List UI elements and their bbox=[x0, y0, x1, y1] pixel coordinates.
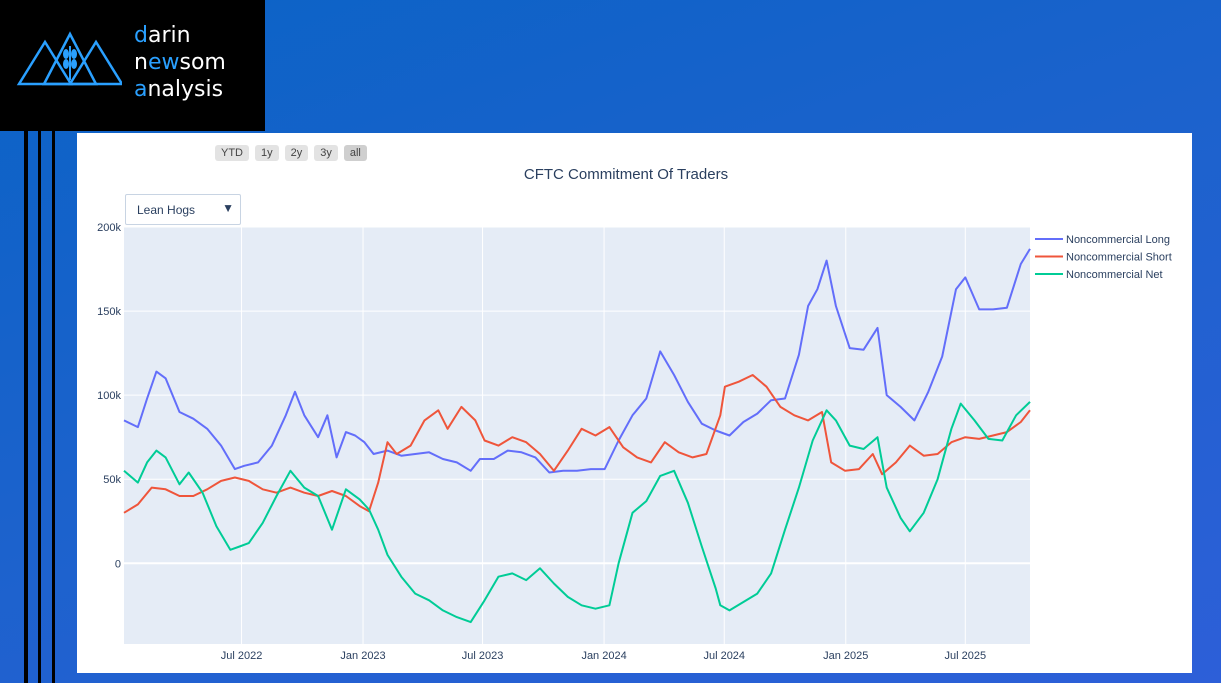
y-tick-label: 150k bbox=[97, 306, 121, 318]
decorative-bar bbox=[52, 131, 55, 683]
axis-ticks: 0 50k 100k 150k 200k Jul 2022 Jan 2023 Jul 2023… bbox=[97, 222, 986, 662]
y-tick-label: 200k bbox=[97, 222, 121, 234]
commodity-dropdown[interactable]: Lean Hogs ▼ bbox=[125, 194, 241, 225]
range-button-2y[interactable]: 2y bbox=[284, 145, 309, 161]
y-tick-label: 50k bbox=[103, 474, 121, 486]
y-tick-label: 100k bbox=[97, 390, 121, 402]
legend-item-net[interactable]: Noncommercial Net bbox=[1066, 269, 1163, 281]
legend: Noncommercial Long Noncommercial Short Non… bbox=[1035, 234, 1172, 281]
mountains-wheat-icon bbox=[16, 31, 122, 86]
range-button-3y[interactable]: 3y bbox=[314, 145, 338, 161]
y-tick-label: 0 bbox=[115, 558, 121, 570]
plot-area bbox=[124, 227, 1030, 644]
logo: darin newsom analysis bbox=[0, 0, 265, 131]
logo-text: darin newsom analysis bbox=[134, 23, 226, 102]
x-tick-label: Jan 2025 bbox=[823, 650, 868, 662]
x-tick-label: Jul 2023 bbox=[462, 650, 504, 662]
grid-lines bbox=[124, 226, 1030, 644]
decorative-bar bbox=[24, 131, 28, 683]
dropdown-selected-label: Lean Hogs bbox=[137, 203, 196, 217]
cot-line-chart: CFTC Commitment Of Traders 0 50k 100k 150k 2… bbox=[97, 166, 1172, 662]
x-tick-label: Jul 2022 bbox=[221, 650, 263, 662]
chart-title: CFTC Commitment Of Traders bbox=[524, 166, 728, 183]
legend-item-short[interactable]: Noncommercial Short bbox=[1066, 252, 1172, 264]
legend-item-long[interactable]: Noncommercial Long bbox=[1066, 234, 1170, 246]
series-lines bbox=[123, 248, 1031, 624]
range-button-all[interactable]: all bbox=[343, 145, 367, 161]
series-line-short bbox=[123, 374, 1031, 514]
range-selector: YTD 1y 2y 3y all bbox=[215, 145, 367, 161]
range-button-1y[interactable]: 1y bbox=[255, 145, 279, 161]
chart-panel: YTD 1y 2y 3y all Lean Hogs ▼ CFTC Commit… bbox=[77, 133, 1192, 673]
x-tick-label: Jan 2024 bbox=[581, 650, 626, 662]
x-tick-label: Jul 2025 bbox=[944, 650, 986, 662]
x-tick-label: Jul 2024 bbox=[703, 650, 745, 662]
dropdown-caret-icon: ▼ bbox=[222, 201, 234, 215]
decorative-bar bbox=[38, 131, 41, 683]
x-tick-label: Jan 2023 bbox=[340, 650, 385, 662]
range-button-ytd[interactable]: YTD bbox=[215, 145, 249, 161]
series-line-long bbox=[123, 248, 1031, 474]
series-line-net bbox=[123, 401, 1031, 624]
